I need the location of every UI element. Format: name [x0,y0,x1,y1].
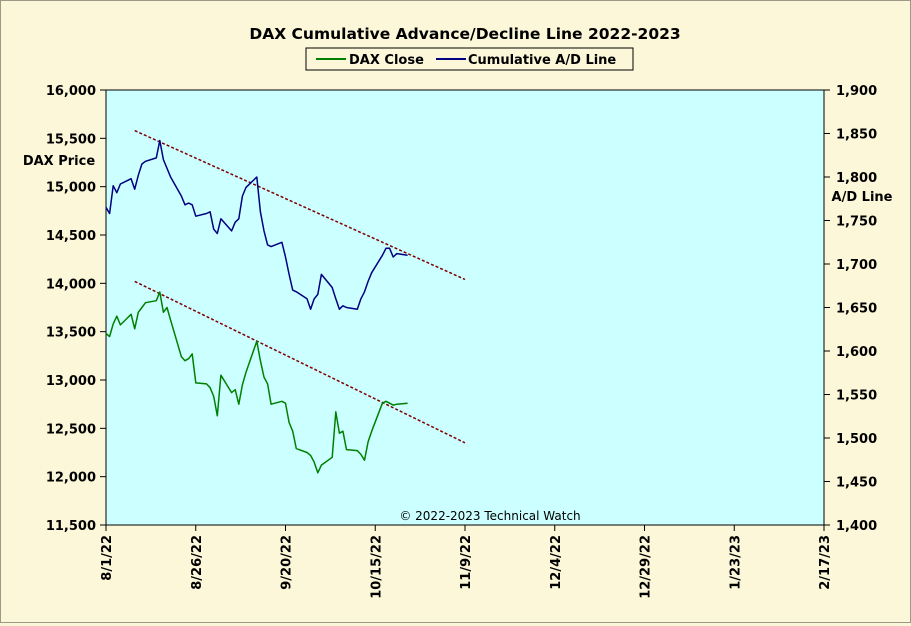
y-tick-label-right: 1,850 [836,128,877,143]
y-axis-left: 11,500 12,000 12,500 13,000 13,500 14,000 14,5… [46,84,106,534]
legend: DAX Close Cumulative A/D Line [305,47,634,71]
copyright-note: © 2022-2023 Technical Watch [399,509,580,523]
y-axis-right: 1,400 1,450 1,500 1,550 1,600 1,650 1,700 1,750… [824,84,877,534]
y-tick-label-left: 13,000 [46,374,96,389]
y-axis-label-right: A/D Line [832,190,893,205]
legend-label-ad-line: Cumulative A/D Line [468,53,616,68]
y-tick-label-right: 1,700 [836,258,877,273]
y-tick-label-right: 1,550 [836,389,877,404]
y-tick-label-right: 1,800 [836,171,877,186]
plot-area [105,89,825,526]
series-lines [105,139,408,474]
y-tick-label-right: 1,650 [836,302,877,317]
y-tick-label-left: 11,500 [46,519,96,534]
x-tick-label: 10/15/22 [369,535,384,599]
y-tick-label-right: 1,450 [836,476,877,491]
y-tick-label-right: 1,400 [836,519,877,534]
y-tick-label-right: 1,750 [836,215,877,230]
y-tick-label-right: 1,900 [836,84,877,99]
y-tick-label-left: 14,500 [46,229,96,244]
series-line-ad-line [105,139,408,310]
legend-label-dax-close: DAX Close [349,53,424,68]
x-tick-label: 2/17/23 [818,535,833,590]
y-tick-label-left: 14,000 [46,277,96,292]
x-tick-label: 11/9/22 [459,535,474,590]
y-tick-label-left: 12,000 [46,471,96,486]
trendlines [134,129,466,444]
x-tick-label: 8/26/22 [190,535,205,590]
x-tick-label: 1/23/23 [728,535,743,590]
x-axis: 8/1/22 8/26/22 9/20/22 10/15/22 11/9/22 12/4/… [100,525,833,599]
y-tick-label-left: 12,500 [46,422,96,437]
y-tick-label-right: 1,500 [836,432,877,447]
y-tick-label-left: 15,500 [46,132,96,147]
x-tick-label: 12/29/22 [639,535,654,599]
trendline [134,280,466,444]
y-tick-label-right: 1,600 [836,345,877,360]
legend-box [305,47,634,71]
y-tick-label-left: 16,000 [46,84,96,99]
series-line-dax-close [105,291,408,474]
y-axis-label-left: DAX Price [23,154,96,169]
y-tick-label-left: 13,500 [46,326,96,341]
chart-title: DAX Cumulative Advance/Decline Line 2022… [249,25,680,43]
trendline [134,129,466,281]
x-tick-label: 9/20/22 [280,535,295,590]
x-tick-label: 8/1/22 [100,535,115,581]
y-tick-label-left: 15,000 [46,181,96,196]
x-tick-label: 12/4/22 [549,535,564,590]
